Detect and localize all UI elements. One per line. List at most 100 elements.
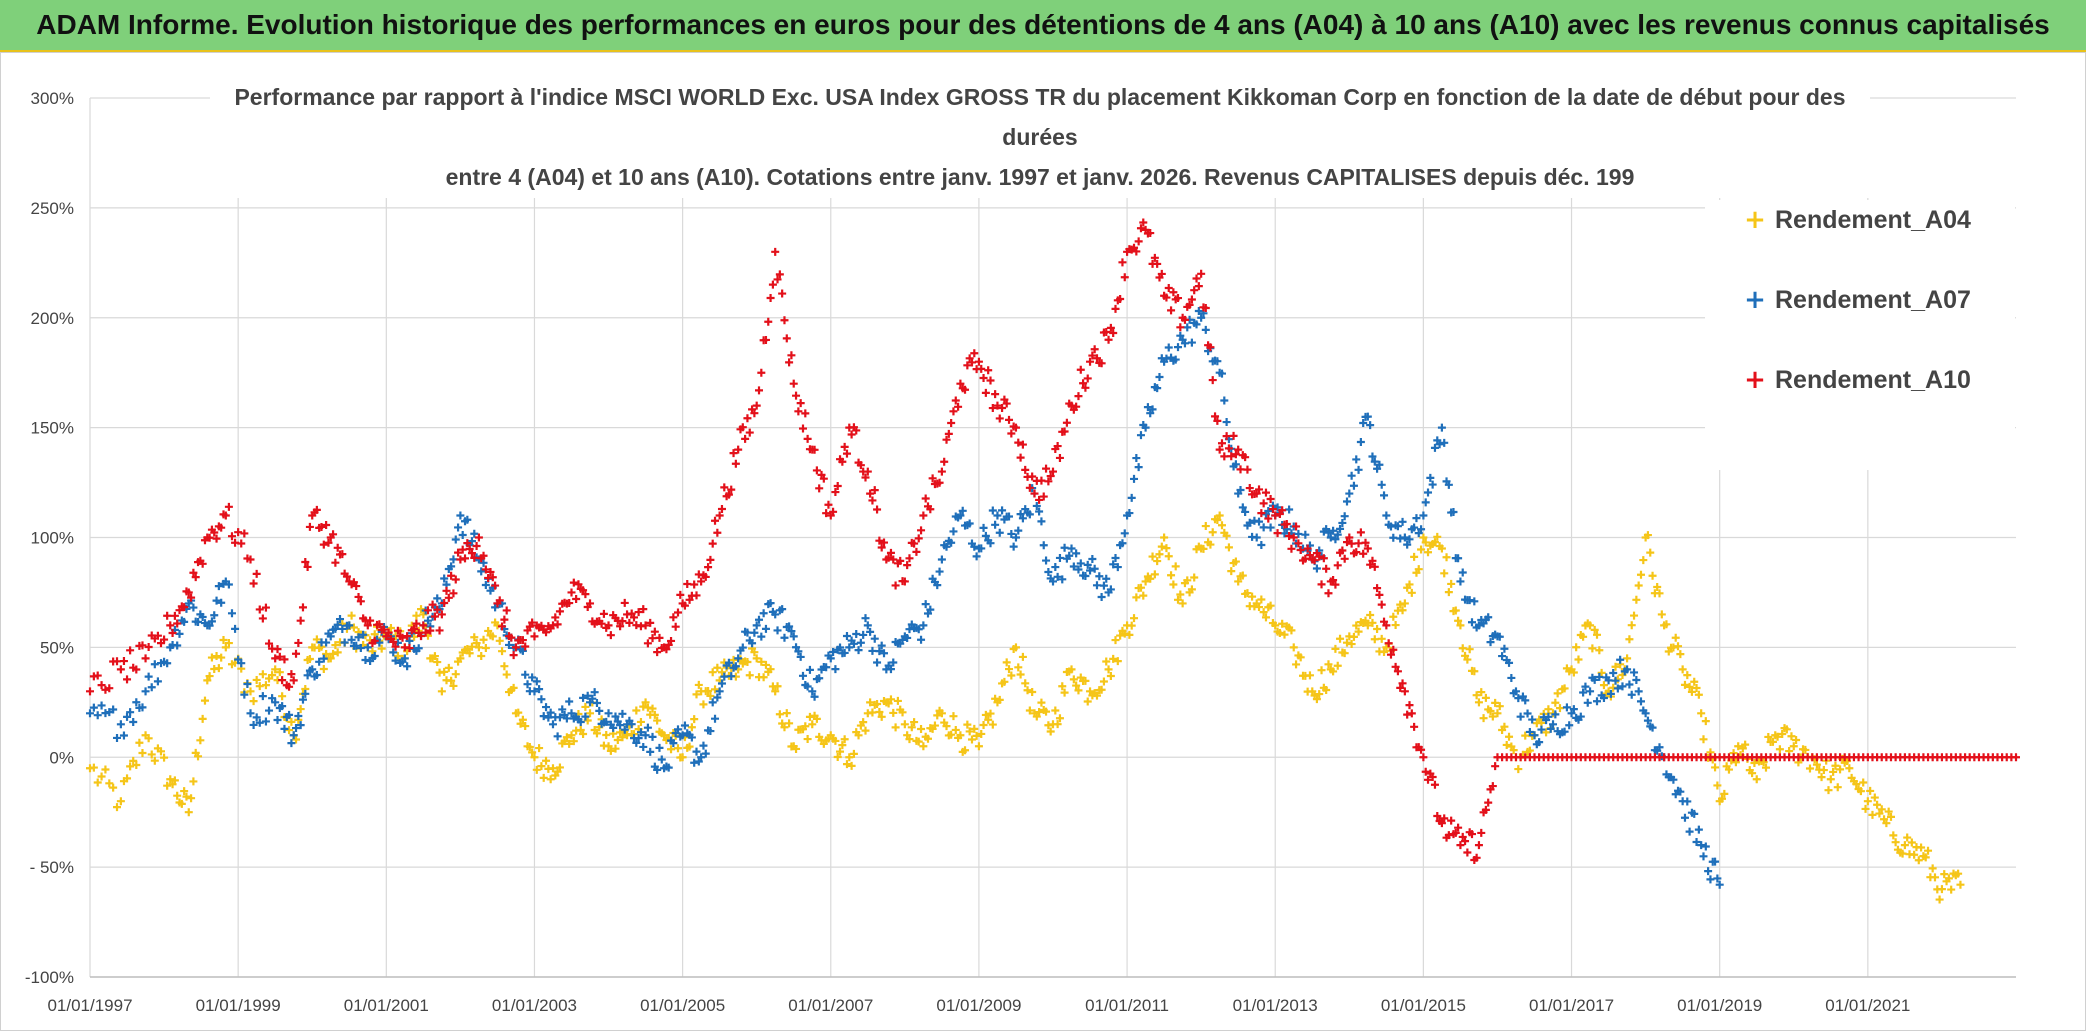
data-point (1555, 704, 1564, 713)
data-point (592, 729, 601, 738)
data-point (1569, 705, 1578, 714)
data-point (379, 625, 388, 634)
data-point (808, 720, 817, 729)
data-point (135, 738, 144, 747)
data-point (866, 627, 875, 636)
data-point (366, 616, 375, 625)
data-point (933, 711, 942, 720)
data-point (168, 629, 177, 638)
data-point (574, 580, 583, 589)
data-point (917, 526, 926, 535)
data-point (1380, 648, 1389, 657)
data-point (393, 651, 402, 660)
data-point (1206, 343, 1215, 352)
data-point (893, 696, 902, 705)
data-point (764, 317, 773, 326)
data-point (1213, 357, 1222, 366)
data-point (752, 401, 761, 410)
data-point (986, 539, 995, 548)
data-point (93, 778, 102, 787)
data-point (498, 622, 507, 631)
data-point (278, 702, 287, 711)
data-point (1092, 691, 1101, 700)
data-point (433, 594, 442, 603)
data-point (1824, 786, 1833, 795)
data-point (919, 621, 928, 630)
data-point (514, 708, 523, 717)
data-point (502, 670, 511, 679)
data-point (1474, 698, 1483, 707)
data-point (144, 643, 153, 652)
data-point (481, 565, 490, 574)
data-point (1361, 538, 1370, 547)
data-point (1222, 418, 1231, 427)
report-banner: ADAM Informe. Evolution historique des p… (0, 0, 2086, 52)
data-point (1386, 522, 1395, 531)
data-point (1400, 599, 1409, 608)
data-point (1086, 566, 1095, 575)
data-point (641, 731, 650, 740)
data-point (312, 670, 321, 679)
data-point (750, 648, 759, 657)
data-point (715, 511, 724, 520)
data-point (1632, 595, 1641, 604)
data-point (258, 692, 267, 701)
data-point (1662, 620, 1671, 629)
scatter-chart: Performance par rapport à l'indice MSCI … (0, 52, 2086, 1031)
data-point (569, 737, 578, 746)
data-point (1125, 630, 1134, 639)
data-point (1169, 288, 1178, 297)
data-point (1083, 560, 1092, 569)
data-point (1701, 842, 1710, 851)
data-point (1421, 498, 1430, 507)
data-point (1627, 690, 1636, 699)
data-point (1238, 571, 1247, 580)
data-point (423, 616, 432, 625)
data-point (565, 599, 574, 608)
data-point (1711, 763, 1720, 772)
data-point (1653, 583, 1662, 592)
data-point (1028, 687, 1037, 696)
data-point (815, 484, 824, 493)
data-point (191, 573, 200, 582)
data-point (1389, 533, 1398, 542)
data-point (486, 567, 495, 576)
data-point (1593, 630, 1601, 639)
data-point (755, 386, 764, 395)
data-point (1437, 423, 1446, 432)
data-point (1447, 579, 1456, 588)
data-point (1748, 769, 1757, 778)
data-point (1676, 650, 1685, 659)
data-point (875, 536, 884, 545)
data-point (447, 571, 456, 580)
data-point (1377, 480, 1386, 489)
data-point (1292, 522, 1301, 531)
data-point (163, 659, 172, 668)
data-point (1273, 503, 1282, 512)
data-point (588, 694, 597, 703)
data-point (771, 610, 780, 619)
data-point (632, 706, 641, 715)
data-point (1333, 561, 1342, 570)
data-point (1285, 505, 1294, 514)
data-point (479, 635, 488, 644)
data-point (289, 676, 298, 685)
data-point (1773, 732, 1782, 741)
data-point (1403, 540, 1412, 549)
data-point (1724, 765, 1733, 774)
data-point (602, 731, 611, 739)
data-point (961, 385, 970, 394)
data-point (1930, 873, 1939, 882)
data-point (1190, 573, 1199, 582)
data-point (717, 504, 726, 513)
data-point (498, 647, 507, 656)
y-tick-label: 50% (40, 638, 74, 657)
x-tick-label: 01/01/2015 (1381, 996, 1466, 1015)
data-point (1289, 643, 1298, 652)
data-point (1162, 544, 1171, 553)
data-point (1187, 585, 1196, 594)
data-point (458, 545, 467, 554)
data-point (1261, 488, 1270, 497)
data-point (667, 745, 676, 754)
data-point (1817, 773, 1826, 782)
